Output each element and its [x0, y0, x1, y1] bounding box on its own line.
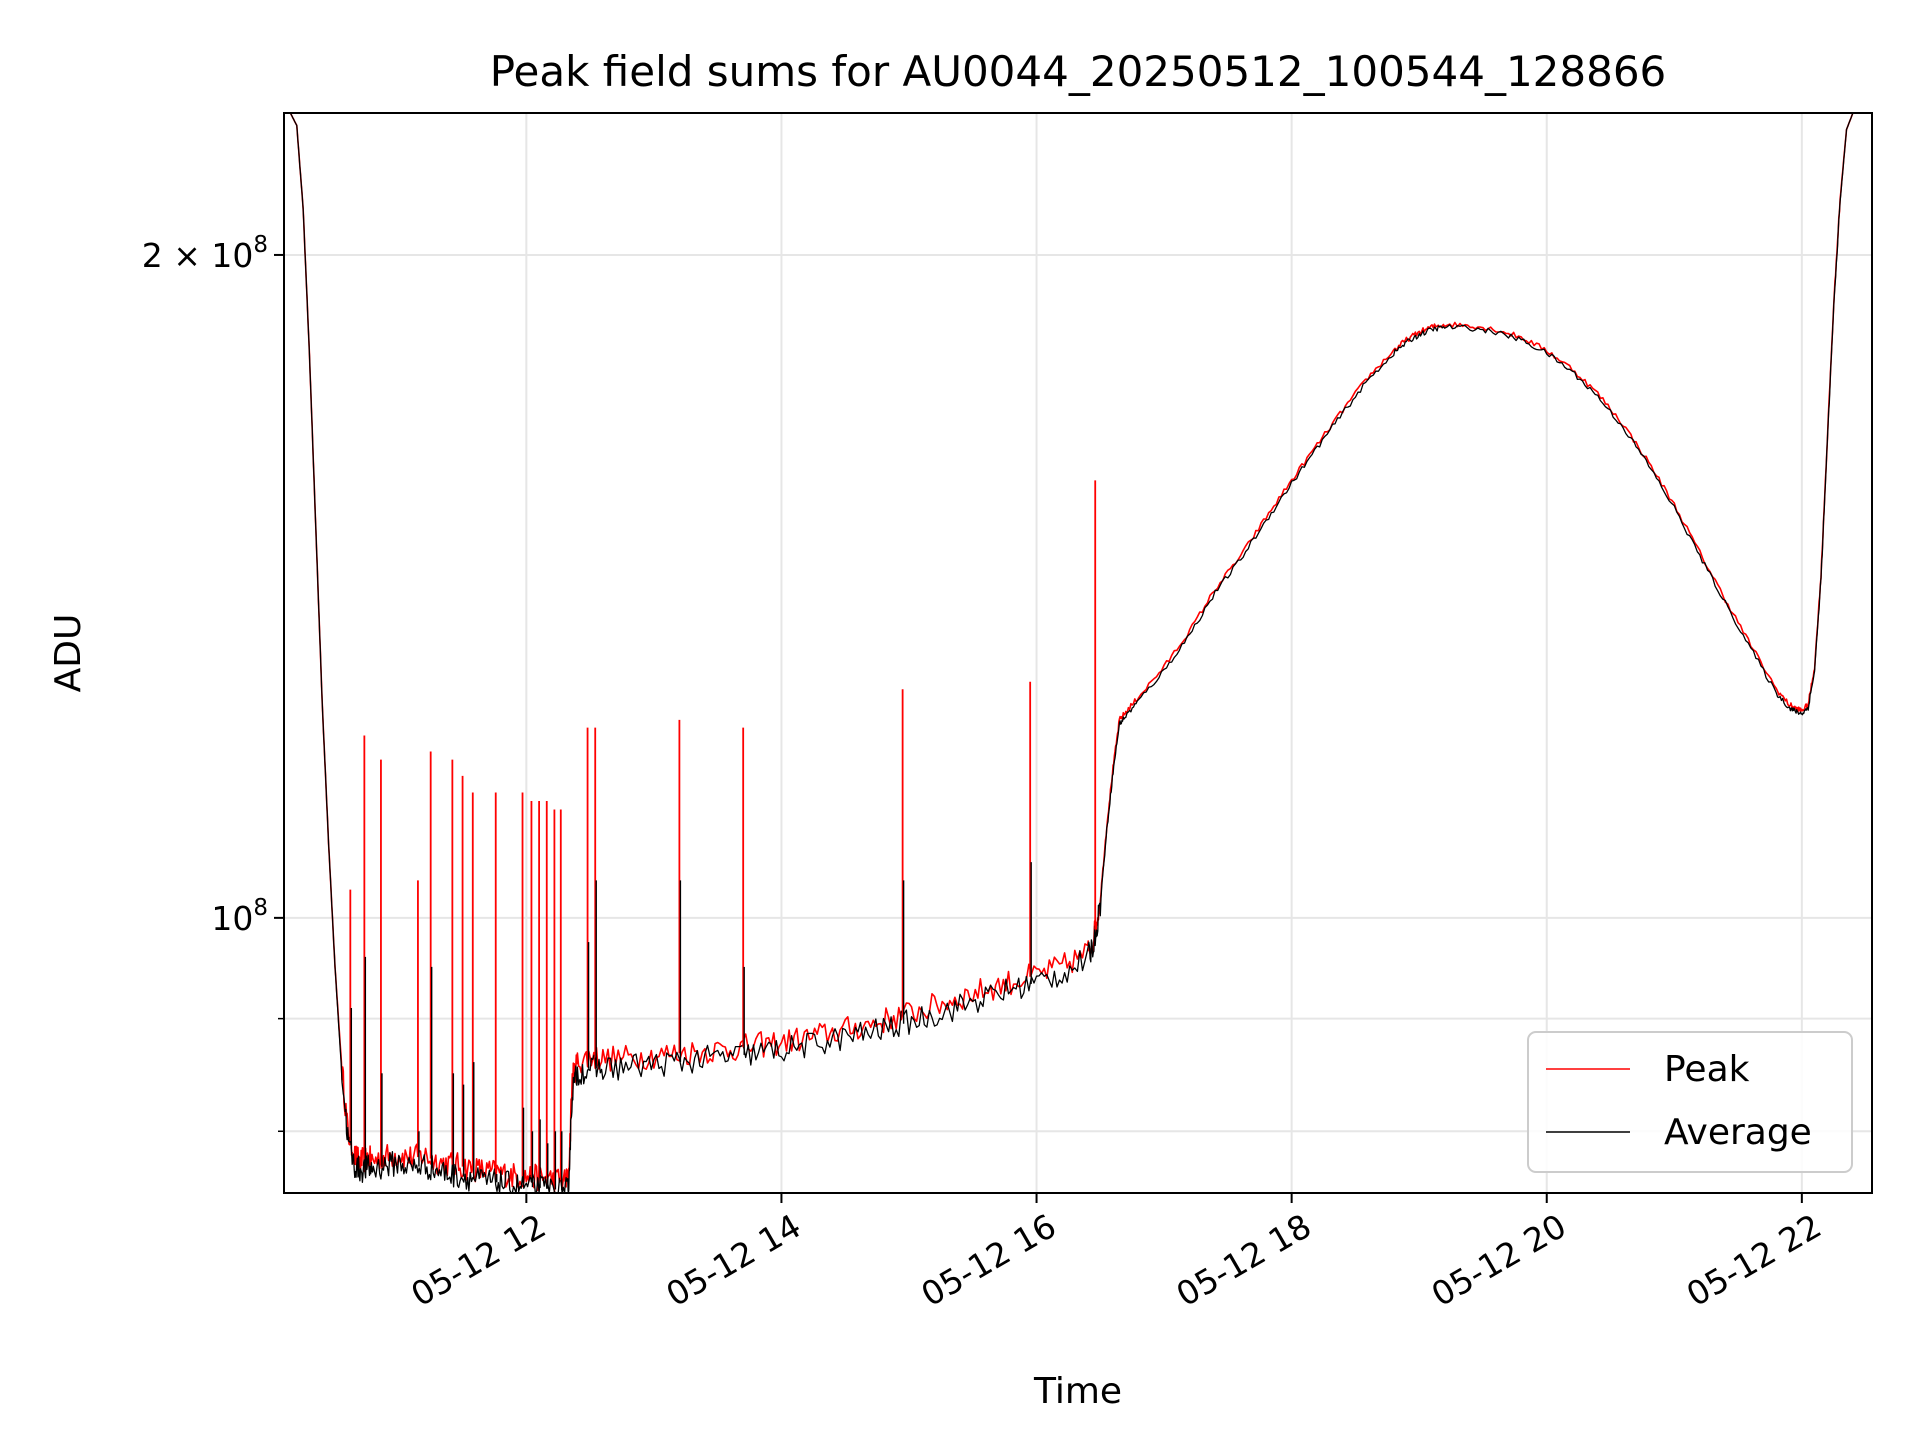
legend-box	[1527, 1031, 1853, 1173]
series-line-average	[283, 112, 1873, 1194]
legend: Peak Average	[1527, 1031, 1853, 1173]
plot-frame	[283, 112, 1873, 1194]
series-layer	[283, 112, 1873, 1194]
x-axis-label: Time	[1033, 1371, 1122, 1412]
y-tick-label: 108	[211, 895, 268, 938]
y-axis-label: ADU	[48, 614, 89, 693]
y-tick-label: 2 × 108	[142, 232, 268, 275]
legend-label-average: Average	[1664, 1112, 1812, 1153]
legend-label-peak: Peak	[1664, 1049, 1750, 1090]
chart-title: Peak field sums for AU0044_20250512_1005…	[490, 47, 1667, 96]
